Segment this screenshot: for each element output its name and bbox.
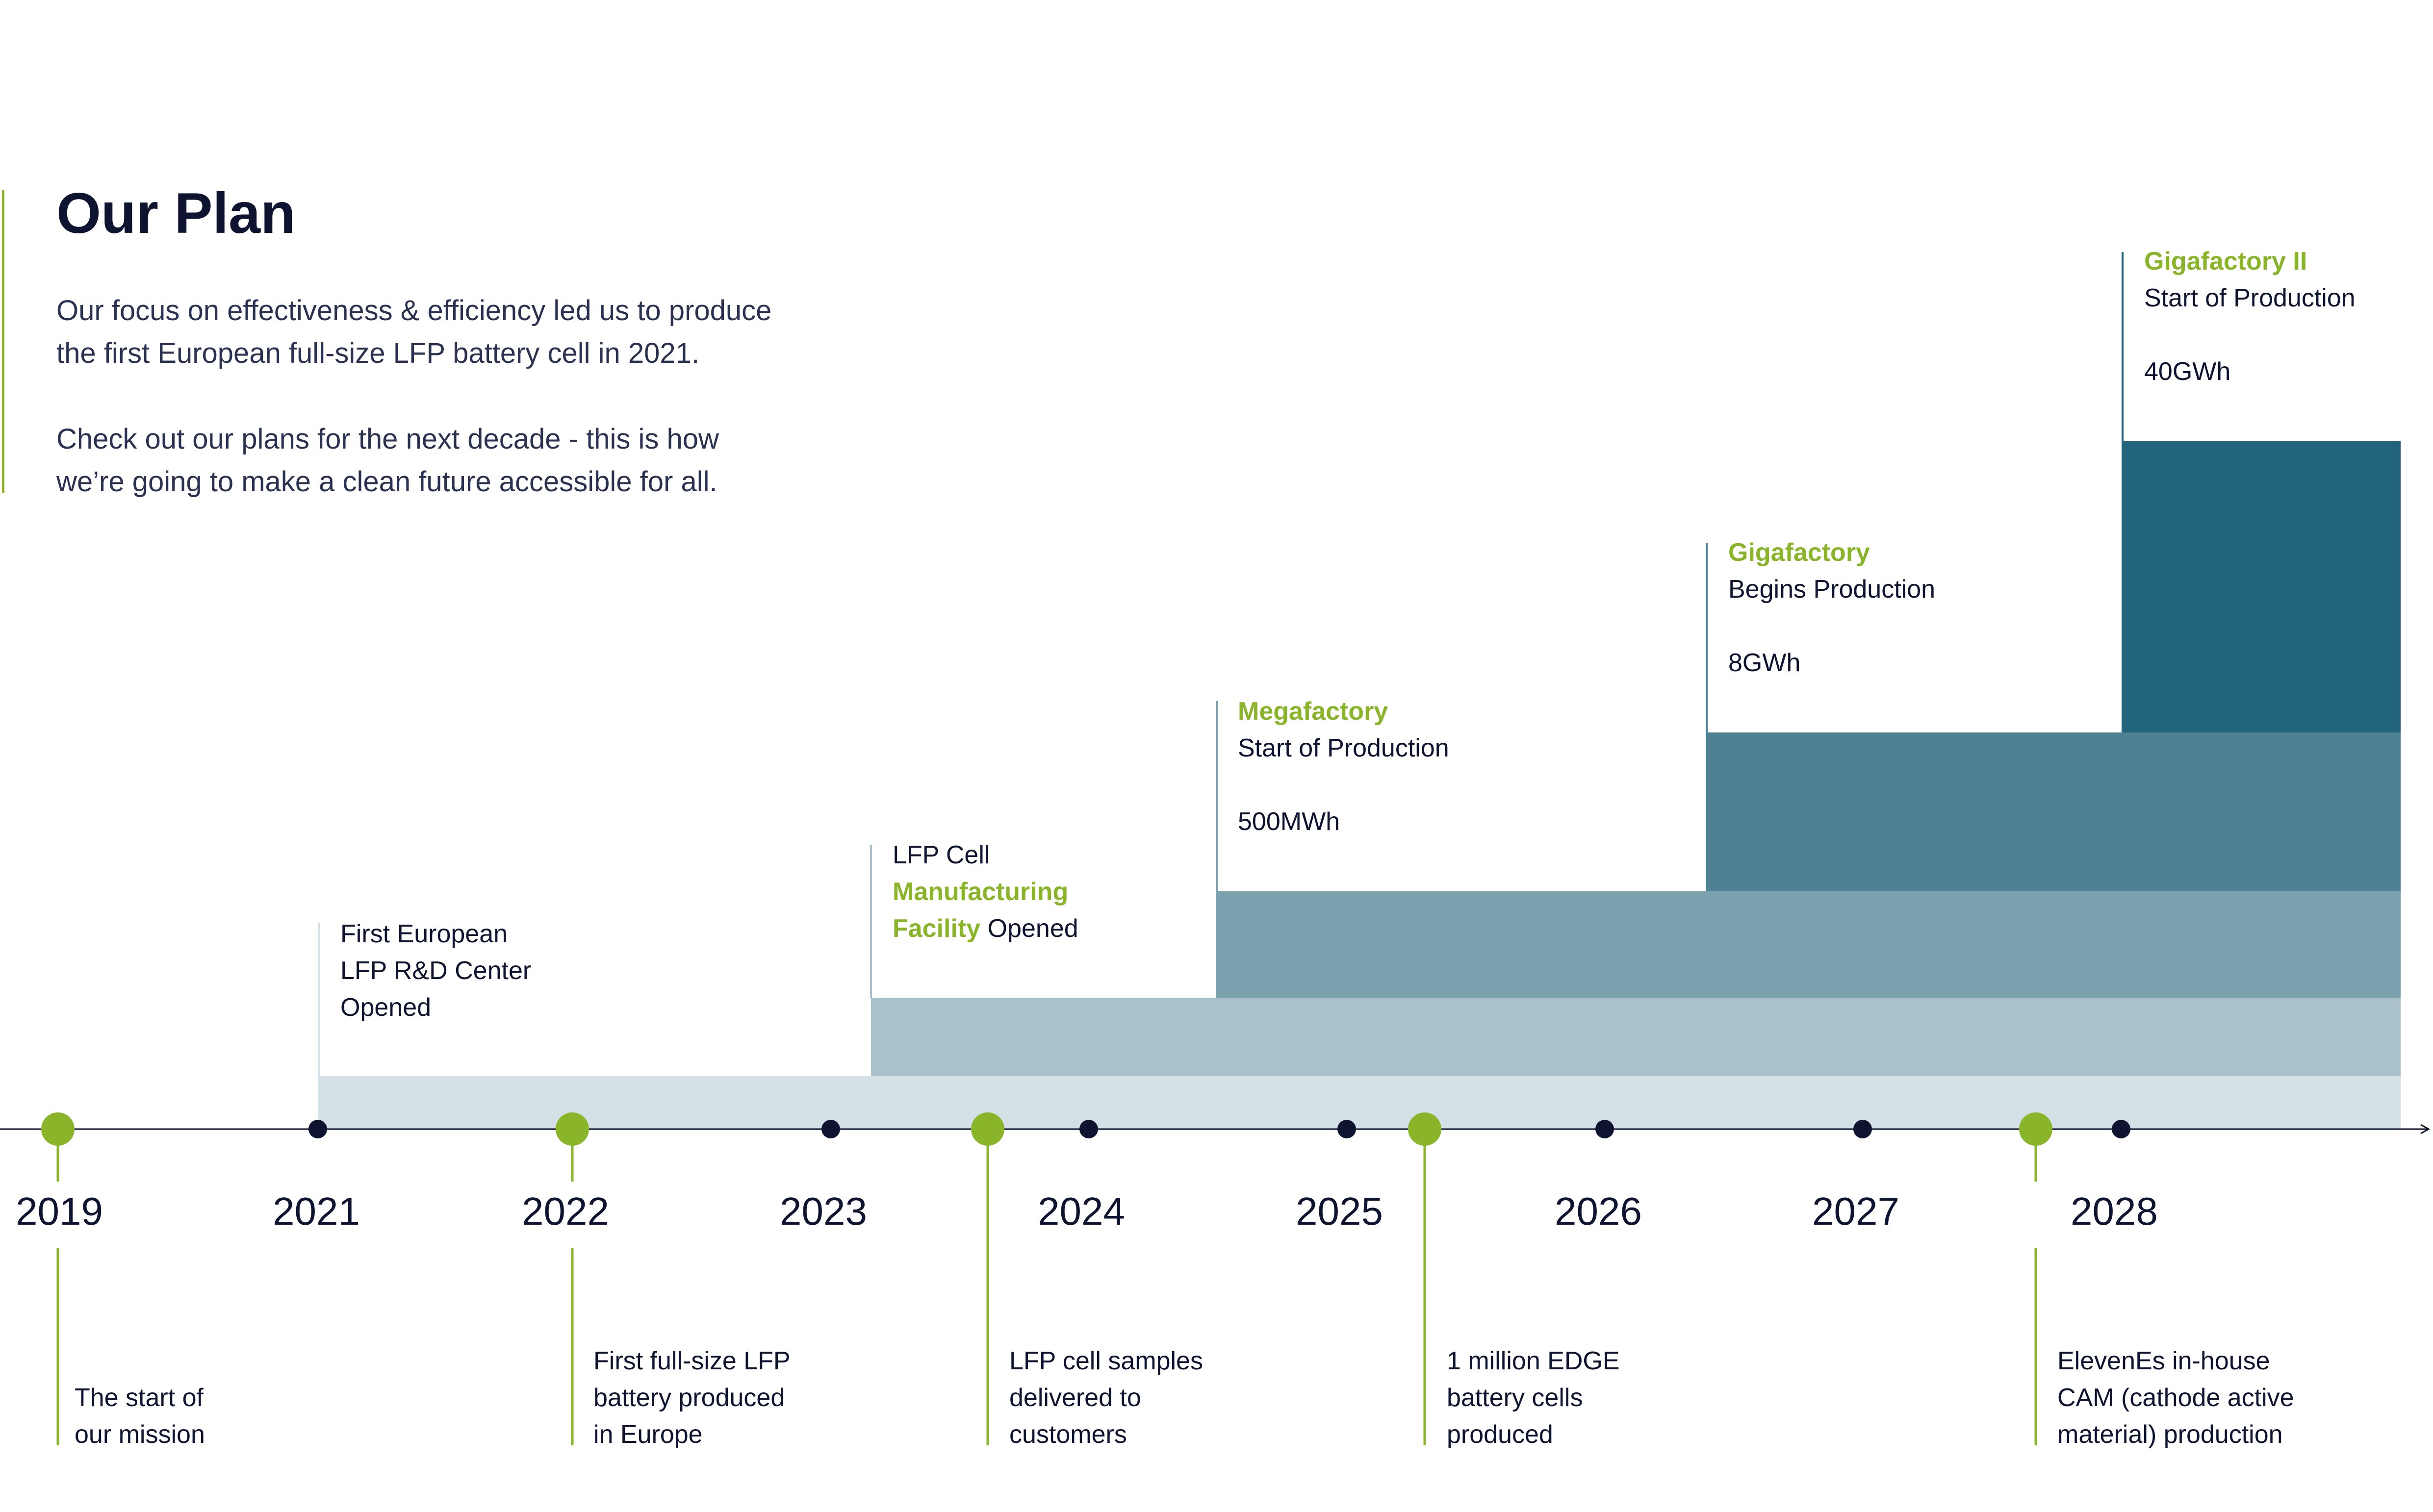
lfp-facility-label-tail: Opened [980,914,1078,943]
milestone-marker-lines [318,252,2124,1076]
year-dots [308,1120,2130,1138]
year-label-2024: 2024 [1038,1189,1125,1233]
year-label-2019: 2019 [16,1189,103,1233]
event-dot-3 [971,1112,1004,1146]
year-label-2025: 2025 [1296,1189,1383,1233]
cam-production-line-3: material) production [2057,1420,2283,1449]
intro-block: Our Plan [56,176,890,250]
year-dot-6 [1853,1120,1872,1138]
year-label-2022: 2022 [522,1189,609,1233]
year-label-2023: 2023 [780,1189,867,1233]
event-dot-1 [41,1112,75,1146]
year-dot-5 [1595,1120,1614,1138]
capacity-step-5 [2122,441,2401,732]
million-cells-line-3: produced [1447,1420,1553,1449]
page-title: Our Plan [56,181,296,245]
start-mission-line-2: our mission [75,1420,205,1449]
capacity-step-2 [871,998,2401,1076]
samples-line-2: delivered to [1009,1384,1141,1412]
first-full-size-line-3: in Europe [593,1420,703,1449]
year-dot-7 [2112,1120,2130,1138]
cam-production-line-2: CAM (cathode active [2057,1384,2294,1412]
megafactory-capacity: 500MWh [1238,807,1340,836]
megafactory-subtitle: Start of Production [1238,734,1449,762]
lfp-facility-label-line-3: Facility Opened [893,914,1078,943]
cam-production-line-1: ElevenEs in-house [2057,1347,2270,1375]
year-label-2027: 2027 [1812,1189,1899,1233]
gigafactory-ii-title: Gigafactory II [2144,247,2307,276]
axis-arrow-icon [2420,1124,2431,1134]
rnd-center-label-line-3: Opened [340,993,431,1022]
rnd-center-label-line-1: First European [340,920,508,948]
gigafactory-title: Gigafactory [1728,538,1870,567]
capacity-milestone-labels: First European LFP R&D Center Opened LFP… [340,247,2356,1022]
megafactory-title: Megafactory [1238,697,1388,726]
capacity-steps [318,441,2401,1129]
intro-paragraph-2-line-2: we’re going to make a clean future acces… [56,466,717,498]
year-label-2026: 2026 [1555,1189,1642,1233]
year-label-2021: 2021 [273,1189,360,1233]
lfp-facility-label-green: Facility [893,914,980,943]
first-full-size-line-2: battery produced [593,1384,785,1412]
start-mission-line-1: The start of [75,1384,204,1412]
intro-accent-bar [2,190,4,493]
intro-paragraph-1-line-2: the first European full-size LFP battery… [56,337,700,369]
year-dot-3 [1079,1120,1098,1138]
rnd-center-label-line-2: LFP R&D Center [340,957,531,985]
year-labels: 2019 2021 2022 2023 2024 2025 2026 2027 … [16,1189,2158,1233]
gigafactory-subtitle: Begins Production [1728,575,1935,604]
event-dots [41,1112,2052,1146]
lfp-facility-label-line-2: Manufacturing [893,878,1068,906]
event-labels: The start of our mission First full-size… [75,1347,2294,1449]
intro-paragraph-2-line-1: Check out our plans for the next decade … [56,423,719,455]
year-dot-4 [1337,1120,1356,1138]
million-cells-line-1: 1 million EDGE [1447,1347,1620,1375]
intro-paragraph-1-line-1: Our focus on effectiveness & efficiency … [56,295,772,327]
gigafactory-capacity: 8GWh [1728,649,1800,677]
samples-line-3: customers [1009,1420,1127,1449]
capacity-step-3 [1216,891,2401,998]
year-dot-1 [308,1120,327,1138]
year-label-2028: 2028 [2071,1189,2158,1233]
capacity-step-4 [1706,732,2401,891]
intro-paragraph-1: Our focus on effectiveness & efficiency … [56,289,890,375]
first-full-size-line-1: First full-size LFP [593,1347,791,1375]
samples-line-1: LFP cell samples [1009,1347,1203,1375]
gigafactory-ii-capacity: 40GWh [2144,357,2230,386]
year-dot-2 [821,1120,840,1138]
gigafactory-ii-subtitle: Start of Production [2144,284,2356,312]
event-dot-5 [2019,1112,2052,1146]
intro-paragraph-2: Check out our plans for the next decade … [56,418,890,503]
event-dot-2 [556,1112,589,1146]
event-dot-4 [1408,1112,1441,1146]
capacity-step-1 [318,1076,2401,1129]
lfp-facility-label-line-1: LFP Cell [893,841,990,869]
million-cells-line-2: battery cells [1447,1384,1583,1412]
